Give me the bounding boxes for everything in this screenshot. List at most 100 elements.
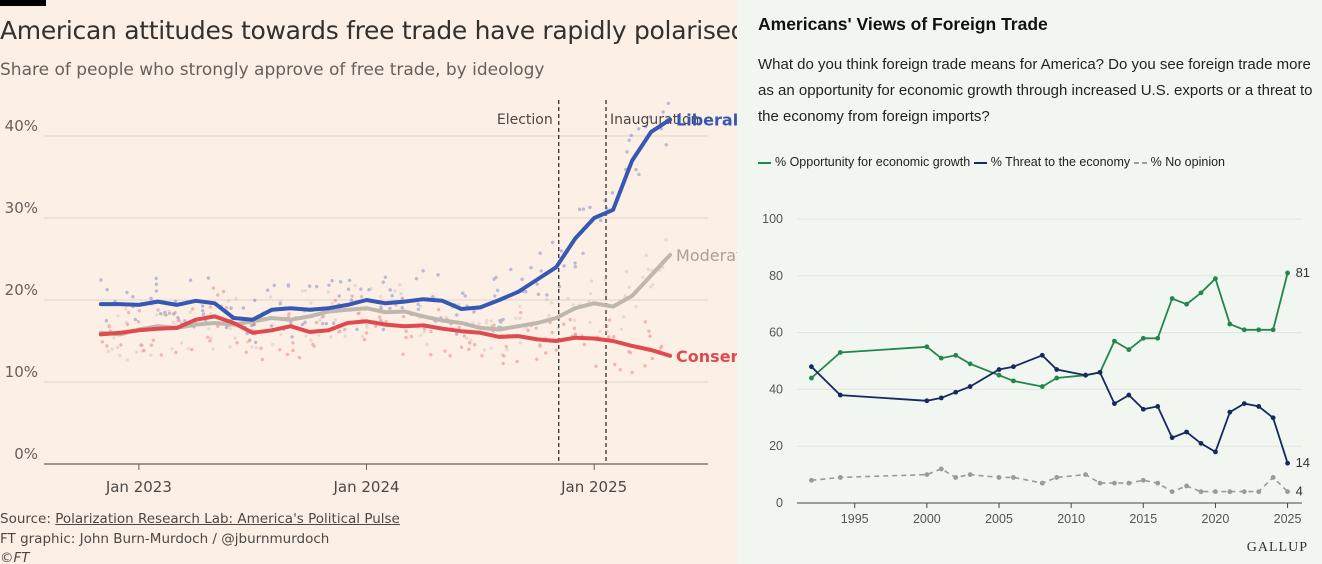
ft-scatter-dot bbox=[338, 280, 343, 284]
ft-scatter-dot bbox=[643, 320, 647, 324]
ft-scatter-dot bbox=[355, 327, 359, 331]
ft-scatter-dot bbox=[581, 207, 586, 211]
ft-scatter-dot bbox=[188, 310, 192, 314]
ft-scatter-dot bbox=[133, 317, 138, 322]
ft-scatter-dot bbox=[535, 282, 539, 286]
ft-scatter-dot bbox=[404, 329, 408, 333]
gallup-y-tick-label: 60 bbox=[769, 326, 783, 340]
ft-scatter-dot bbox=[253, 340, 258, 345]
ft-scatter-dot bbox=[291, 341, 295, 345]
gallup-end-label: 81 bbox=[1296, 265, 1310, 280]
gallup-data-point bbox=[1285, 460, 1290, 466]
ft-scatter-dot bbox=[604, 292, 608, 296]
ft-scatter-dot bbox=[343, 334, 347, 338]
ft-scatter-dot bbox=[326, 290, 331, 294]
ft-scatter-dot bbox=[501, 361, 505, 366]
ft-scatter-dot bbox=[154, 276, 158, 281]
legend-label: % No opinion bbox=[1150, 155, 1225, 169]
gallup-legend: % Opportunity for economic growth % Thre… bbox=[758, 152, 1278, 172]
gallup-end-label: 14 bbox=[1296, 455, 1310, 470]
ft-scatter-dot bbox=[286, 283, 291, 287]
ft-scatter-dot bbox=[115, 345, 120, 350]
ft-scatter-dot bbox=[518, 310, 523, 315]
ft-scatter-dot bbox=[429, 329, 433, 334]
ft-scatter-dot bbox=[177, 318, 181, 322]
ft-scatter-dot bbox=[124, 320, 128, 324]
gallup-logo: GALLUP bbox=[1246, 540, 1308, 555]
ft-scatter-dot bbox=[388, 288, 392, 292]
ft-scatter-dot bbox=[278, 302, 283, 306]
ft-scatter-dot bbox=[346, 287, 351, 291]
ft-scatter-dot bbox=[489, 346, 493, 350]
ft-scatter-dot bbox=[549, 301, 554, 305]
ft-scatter-dot bbox=[603, 198, 607, 203]
ft-credit: FT graphic: John Burn-Murdoch / @jburnmu… bbox=[0, 531, 330, 547]
gallup-data-point bbox=[953, 389, 959, 395]
ft-scatter-dot bbox=[173, 310, 177, 315]
gallup-data-point bbox=[1198, 489, 1204, 495]
gallup-data-point bbox=[1169, 489, 1175, 495]
ft-scatter-dot bbox=[544, 297, 549, 302]
gallup-data-point bbox=[938, 395, 944, 401]
ft-scatter-dot bbox=[518, 341, 523, 345]
ft-scatter-dot bbox=[307, 284, 312, 288]
gallup-question: What do you think foreign trade means fo… bbox=[758, 56, 1313, 125]
ft-scatter-dot bbox=[291, 348, 295, 353]
ft-scatter-dot bbox=[619, 327, 624, 331]
ft-scatter-dot bbox=[504, 344, 508, 349]
ft-scatter-dot bbox=[401, 314, 406, 319]
ft-scatter-dot bbox=[248, 337, 252, 342]
ft-scatter-dot bbox=[321, 314, 325, 319]
ft-copyright: ©FT bbox=[0, 550, 30, 564]
ft-scatter-dot bbox=[125, 322, 130, 327]
ft-scatter-dot bbox=[398, 282, 402, 287]
gallup-data-point bbox=[1054, 367, 1060, 372]
ft-scatter-dot bbox=[550, 240, 555, 245]
gallup-data-point bbox=[1097, 480, 1103, 486]
gallup-data-point bbox=[924, 472, 930, 477]
gallup-data-point bbox=[1011, 378, 1016, 384]
ft-scatter-dot bbox=[287, 312, 291, 316]
ft-scatter-dot bbox=[622, 314, 626, 319]
ft-scatter-dot bbox=[550, 330, 554, 335]
ft-scatter-dot bbox=[247, 338, 252, 343]
ft-scatter-dot bbox=[482, 348, 487, 352]
ft-scatter-dot bbox=[278, 299, 283, 303]
ft-scatter-dot bbox=[183, 319, 187, 323]
gallup-chart-panel: Americans' Views of Foreign Trade What d… bbox=[737, 0, 1322, 564]
ft-scatter-dot bbox=[186, 347, 190, 351]
ft-scatter-dot bbox=[648, 115, 652, 119]
ft-scatter-dot bbox=[149, 343, 154, 347]
ft-scatter-dot bbox=[379, 295, 383, 299]
ft-scatter-dot bbox=[459, 345, 464, 349]
ft-scatter-dot bbox=[365, 325, 369, 329]
ft-y-tick-label: 40% bbox=[5, 117, 38, 135]
gallup-data-point bbox=[1097, 369, 1103, 375]
ft-scatter-dot bbox=[379, 305, 383, 309]
ft-scatter-dot bbox=[381, 280, 385, 284]
ft-scatter-dot bbox=[104, 319, 109, 323]
ft-scatter-dot bbox=[526, 328, 530, 333]
ft-scatter-dot bbox=[156, 308, 160, 312]
source-link[interactable]: Polarization Research Lab: America's Pol… bbox=[55, 511, 400, 527]
ft-chart-panel: American attitudes towards free trade ha… bbox=[0, 0, 737, 564]
ft-scatter-dot bbox=[241, 306, 245, 310]
ft-series-line-liberal bbox=[98, 117, 673, 322]
ft-scatter-dot bbox=[179, 341, 184, 345]
ft-scatter-dot bbox=[425, 342, 429, 347]
ft-scatter-dot bbox=[300, 322, 305, 327]
ft-scatter-dot bbox=[421, 269, 425, 273]
gallup-data-point bbox=[996, 367, 1002, 372]
ft-scatter-dot bbox=[244, 350, 248, 355]
ft-scatter-dot bbox=[644, 253, 648, 258]
ft-source-line: Source: Polarization Research Lab: Ameri… bbox=[0, 511, 400, 527]
ft-scatter-dot bbox=[252, 322, 256, 326]
ft-scatter-dot bbox=[598, 329, 602, 334]
gallup-data-point bbox=[1184, 429, 1189, 435]
legend-label: % Opportunity for economic growth bbox=[775, 155, 971, 169]
legend-swatch bbox=[758, 161, 771, 164]
ft-scatter-dot bbox=[572, 318, 577, 323]
gallup-data-point bbox=[967, 384, 973, 389]
gallup-series-line-no-opinion bbox=[811, 468, 1289, 493]
ft-scatter-dot bbox=[99, 278, 103, 282]
